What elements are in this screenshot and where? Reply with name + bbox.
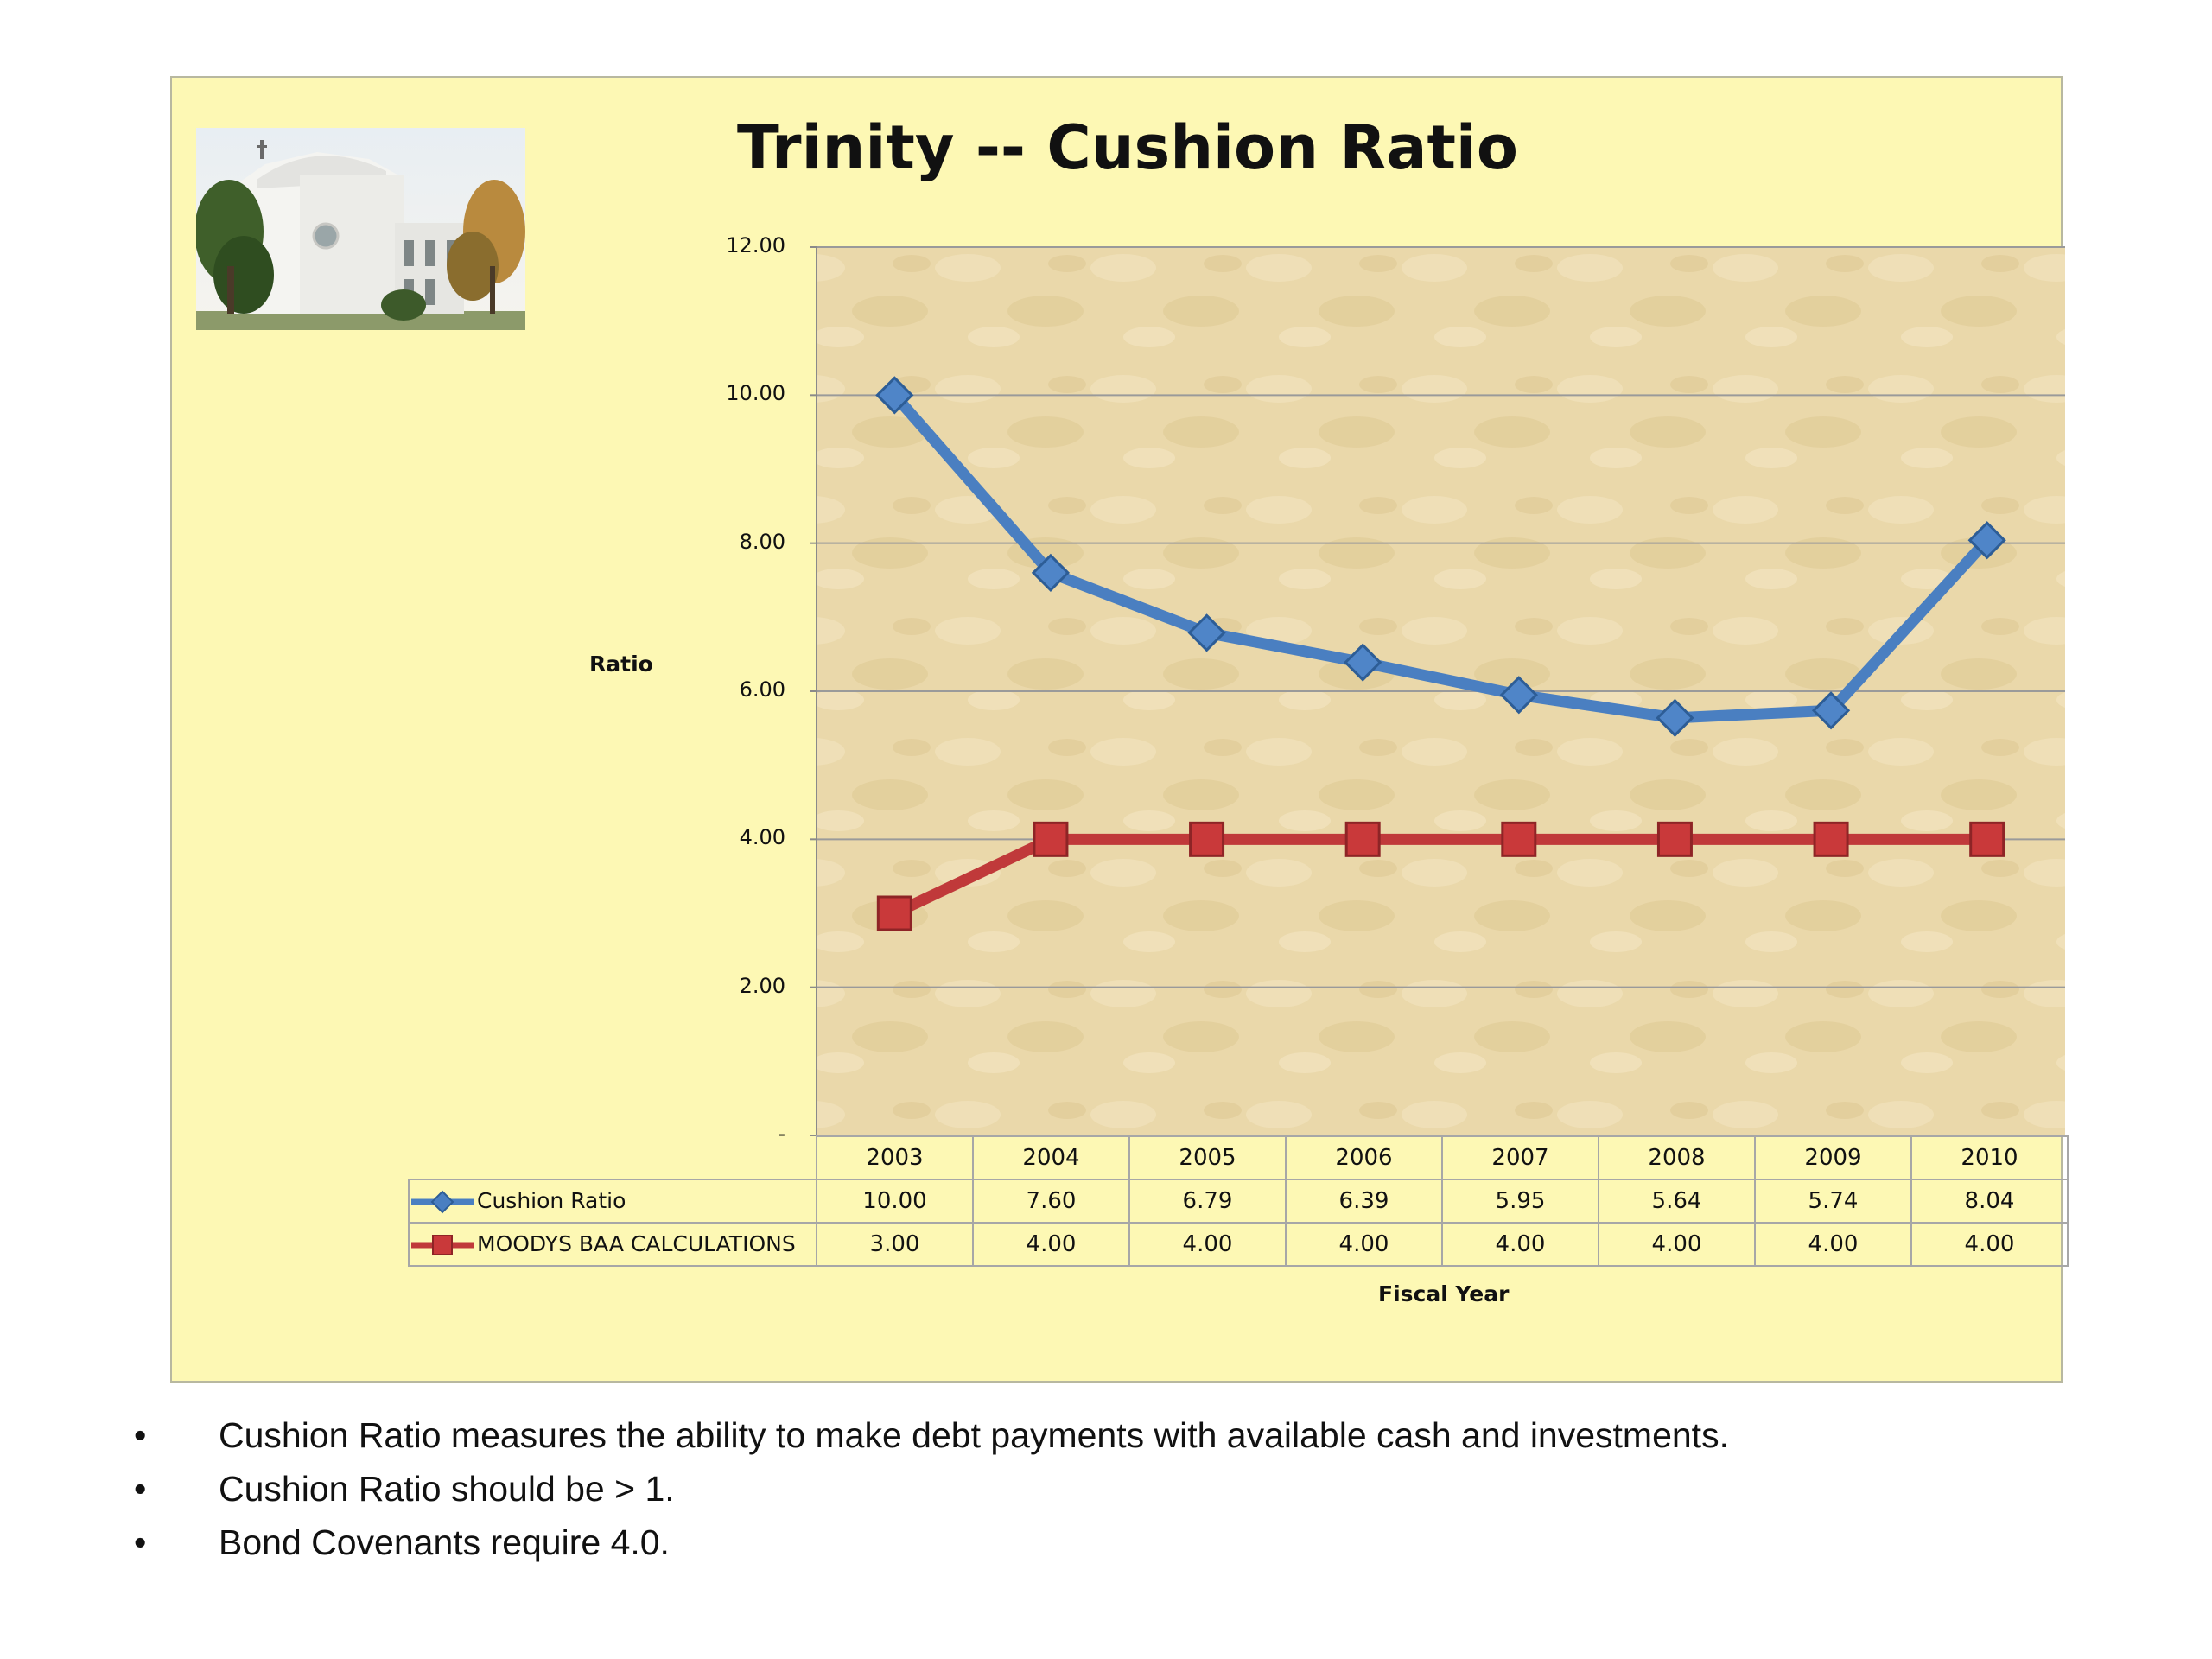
note-item: • Cushion Ratio measures the ability to m… bbox=[134, 1408, 1729, 1462]
series-line bbox=[888, 833, 1993, 919]
diamond-data-point bbox=[1031, 553, 1071, 593]
x-tick-label: 2009 bbox=[1754, 1135, 1912, 1180]
series-line bbox=[888, 389, 1993, 724]
church-photo bbox=[196, 128, 525, 330]
square-data-point bbox=[876, 895, 912, 931]
diamond-data-point bbox=[1967, 521, 2006, 560]
diamond-data-point bbox=[1499, 676, 1538, 715]
table-cell: 6.79 bbox=[1128, 1179, 1287, 1224]
note-text: Bond Covenants require 4.0. bbox=[219, 1522, 670, 1562]
table-row: 2003 2004 2005 2006 2007 2008 2009 2010 bbox=[409, 1135, 2069, 1180]
bullet: • bbox=[134, 1415, 147, 1455]
x-tick-label: 2005 bbox=[1128, 1135, 1287, 1180]
y-tick-label: 4.00 bbox=[739, 825, 785, 850]
square-data-point bbox=[1501, 821, 1537, 857]
table-cell: 4.00 bbox=[1128, 1222, 1287, 1267]
table-row: Cushion Ratio 10.00 7.60 6.79 6.39 5.95 5.64 5… bbox=[408, 1179, 2069, 1224]
note-text: Cushion Ratio measures the ability to ma… bbox=[219, 1415, 1729, 1455]
x-tick-label: 2010 bbox=[1910, 1135, 2069, 1180]
y-tick-label: - bbox=[778, 1122, 785, 1146]
notes-list: • Cushion Ratio measures the ability to m… bbox=[134, 1408, 1729, 1569]
y-axis-title: Ratio bbox=[589, 652, 653, 677]
diamond-data-point bbox=[1811, 691, 1851, 730]
x-axis-title: Fiscal Year bbox=[1378, 1281, 1510, 1306]
table-cell: 5.64 bbox=[1598, 1179, 1756, 1224]
y-tick-label: 2.00 bbox=[739, 973, 785, 998]
diamond-data-point bbox=[1344, 643, 1382, 682]
note-item: • Cushion Ratio should be > 1. bbox=[134, 1462, 1729, 1516]
table-cell: 3.00 bbox=[816, 1222, 974, 1267]
y-tick-label: 10.00 bbox=[726, 381, 785, 406]
diamond-data-point bbox=[875, 376, 914, 415]
table-cell: 8.04 bbox=[1910, 1179, 2069, 1224]
table-cell: 4.00 bbox=[1598, 1222, 1756, 1267]
table-cell: 10.00 bbox=[816, 1179, 974, 1224]
x-tick-label: 2008 bbox=[1598, 1135, 1756, 1180]
square-data-point bbox=[1344, 821, 1381, 857]
legend-label: Cushion Ratio bbox=[477, 1187, 626, 1213]
table-cell: 5.95 bbox=[1441, 1179, 1599, 1224]
y-tick-label: 6.00 bbox=[739, 677, 785, 702]
note-item: • Bond Covenants require 4.0. bbox=[134, 1516, 1729, 1569]
y-tick-label: 12.00 bbox=[726, 233, 785, 257]
table-cell: 5.74 bbox=[1754, 1179, 1912, 1224]
bullet: • bbox=[134, 1469, 147, 1509]
legend-entry: MOODYS BAA CALCULATIONS bbox=[408, 1222, 817, 1267]
diamond-data-point bbox=[1656, 698, 1694, 737]
y-tick-label: 8.00 bbox=[739, 529, 785, 554]
square-data-point bbox=[1033, 821, 1069, 857]
data-table: 2003 2004 2005 2006 2007 2008 2009 2010 Cushion… bbox=[408, 1135, 2069, 1267]
table-cell: 7.60 bbox=[972, 1179, 1130, 1224]
table-cell: 4.00 bbox=[1285, 1222, 1443, 1267]
square-data-point bbox=[1813, 821, 1849, 857]
table-corner bbox=[409, 1136, 817, 1179]
table-cell: 4.00 bbox=[1910, 1222, 2069, 1267]
table-cell: 4.00 bbox=[1441, 1222, 1599, 1267]
table-row: MOODYS BAA CALCULATIONS 3.00 4.00 4.00 4.00… bbox=[408, 1222, 2069, 1267]
bullet: • bbox=[134, 1522, 147, 1562]
chart-title: Trinity -- Cushion Ratio bbox=[736, 112, 1519, 183]
x-tick-label: 2006 bbox=[1285, 1135, 1443, 1180]
legend-entry: Cushion Ratio bbox=[408, 1179, 817, 1224]
x-tick-label: 2003 bbox=[816, 1135, 974, 1180]
table-cell: 4.00 bbox=[1754, 1222, 1912, 1267]
x-tick-label: 2007 bbox=[1441, 1135, 1599, 1180]
diamond-data-point bbox=[1187, 613, 1226, 652]
diamond-marker-icon bbox=[411, 1190, 474, 1213]
x-tick-label: 2004 bbox=[972, 1135, 1130, 1180]
note-text: Cushion Ratio should be > 1. bbox=[219, 1469, 675, 1509]
table-cell: 6.39 bbox=[1285, 1179, 1443, 1224]
square-data-point bbox=[1969, 821, 2005, 857]
square-data-point bbox=[1656, 821, 1693, 857]
square-marker-icon bbox=[411, 1234, 474, 1255]
square-data-point bbox=[1189, 821, 1225, 857]
table-cell: 4.00 bbox=[972, 1222, 1130, 1267]
legend-label: MOODYS BAA CALCULATIONS bbox=[477, 1230, 796, 1256]
